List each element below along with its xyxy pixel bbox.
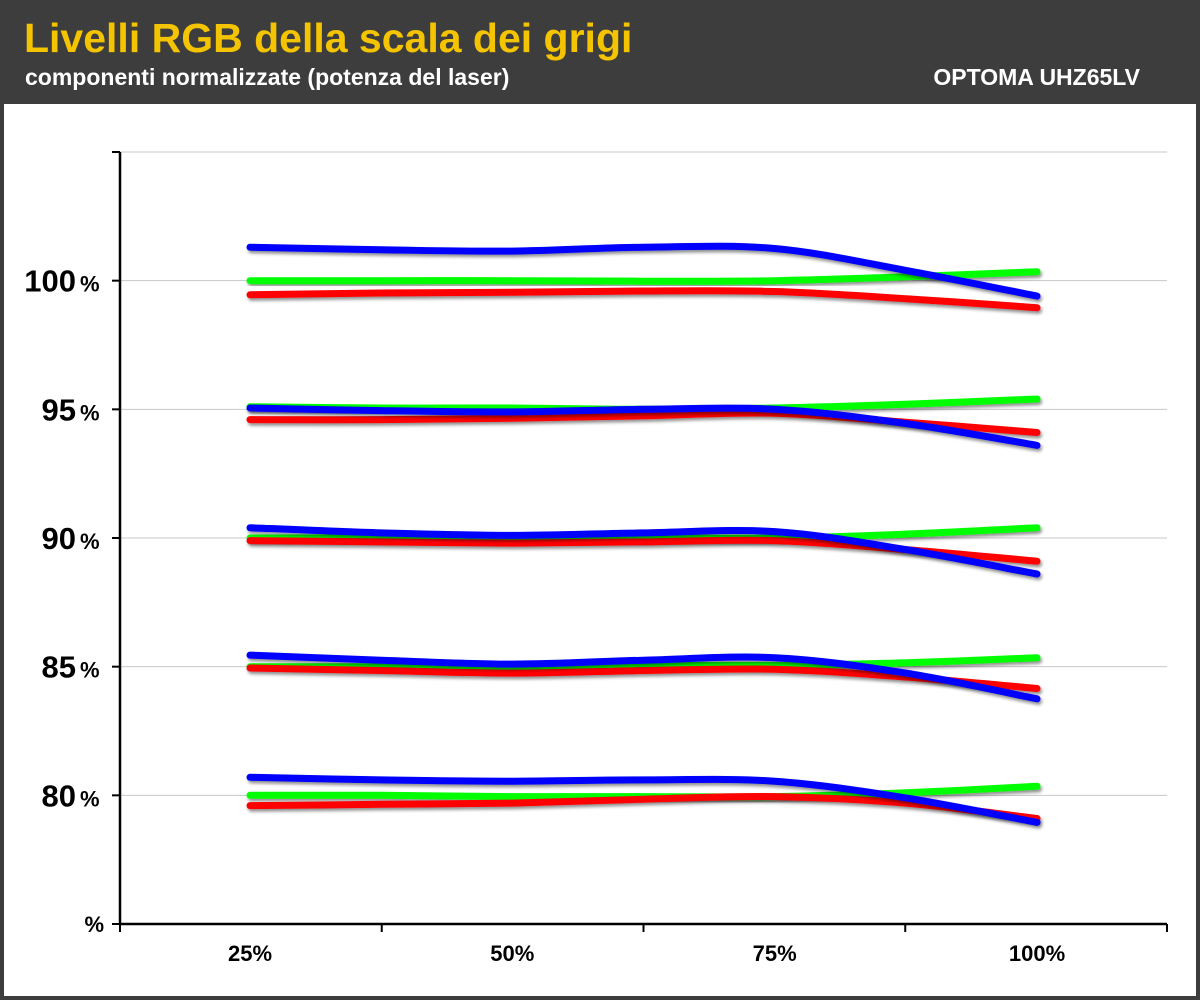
plot-frame (4, 104, 1196, 996)
series-blue-100 (246, 242, 1041, 300)
y-tick-label: 85 (42, 650, 76, 685)
series-blue-95 (246, 404, 1041, 449)
y-axis-unit: % (84, 912, 104, 937)
series-green-100 (246, 268, 1041, 285)
tick-labels: 80 %85 %90 %95 %100 %%25% 50% 75% 100% (24, 264, 1065, 966)
series-green-85 (246, 654, 1041, 671)
series-lines (246, 242, 1041, 826)
series-red-85 (246, 664, 1041, 692)
y-unit-label: % (80, 400, 100, 425)
x-tick-label: 25% (228, 941, 272, 966)
y-tick-label: 100 (24, 264, 76, 299)
axes (112, 151, 1168, 932)
series-green-80 (246, 782, 1041, 801)
y-unit-label: % (80, 658, 100, 683)
chart-subtitle: componenti normalizzate (potenza del las… (25, 64, 510, 90)
series-red-80 (246, 793, 1041, 822)
chart-header: Livelli RGB della scala dei grigi compon… (0, 0, 1200, 102)
y-tick-label: 80 (42, 778, 76, 813)
x-tick-label: 50% (490, 941, 534, 966)
y-tick-label: 90 (42, 521, 76, 556)
y-unit-label: % (80, 529, 100, 554)
x-tick-label: 100% (1009, 941, 1065, 966)
series-blue-90 (246, 524, 1041, 578)
series-green-90 (246, 524, 1041, 543)
chart-title: Livelli RGB della scala dei grigi (24, 15, 633, 61)
series-red-100 (246, 287, 1041, 312)
series-blue-80 (246, 773, 1041, 826)
y-unit-label: % (80, 786, 100, 811)
series-blue-85 (246, 651, 1041, 703)
y-unit-label: % (80, 272, 100, 297)
projector-model: OPTOMA UHZ65LV (933, 64, 1140, 90)
x-tick-label: 75% (753, 941, 797, 966)
y-tick-label: 95 (42, 392, 76, 427)
